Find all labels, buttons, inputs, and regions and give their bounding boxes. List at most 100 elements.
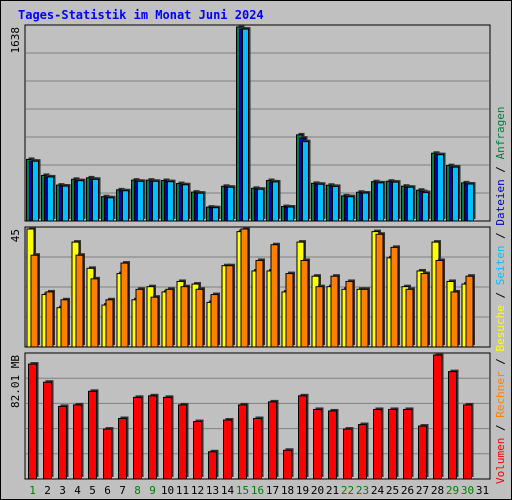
bar-rechner-day-13 [210, 294, 219, 348]
bar-seiten-day-24 [377, 182, 384, 222]
bar-seiten-day-21 [332, 185, 339, 222]
bar-rechner-day-18 [285, 273, 294, 348]
x-tick-label-day-13: 13 [206, 484, 219, 497]
x-tick-label-day-22: 22 [341, 484, 354, 497]
x-tick-label-day-31: 31 [476, 484, 489, 497]
bar-seiten-day-18 [287, 206, 294, 222]
bar-rechner-day-12 [195, 288, 204, 348]
bar-rechner-day-27 [420, 273, 429, 348]
panel-volume: 82.01 MB [9, 352, 491, 480]
x-tick-label-day-11: 11 [176, 484, 189, 497]
panel-hits-ymax-label: 1638 [9, 27, 22, 54]
panel-hits: 1638 [9, 24, 491, 222]
x-tick-label-day-9: 9 [149, 484, 156, 497]
bar-rechner-day-10 [165, 288, 174, 348]
bar-volumen-day-26 [403, 408, 412, 480]
bar-volumen-day-11 [178, 404, 187, 480]
bar-volumen-day-30 [463, 404, 472, 480]
bar-rechner-day-22 [345, 280, 354, 348]
bar-volumen-day-2 [43, 381, 52, 480]
bar-seiten-day-26 [407, 186, 414, 222]
bar-rechner-day-3 [60, 299, 69, 348]
x-tick-label-day-6: 6 [104, 484, 111, 497]
bar-volumen-day-24 [373, 408, 382, 480]
bar-rechner-day-17 [270, 244, 279, 348]
x-tick-label-day-23: 23 [356, 484, 369, 497]
bar-seiten-day-19 [302, 141, 309, 222]
bar-seiten-day-20 [317, 183, 324, 222]
chart-title: Tages-Statistik im Monat Juni 2024 [18, 8, 264, 22]
series-legend-separator: / [494, 352, 507, 372]
bar-volumen-day-29 [448, 371, 457, 480]
x-tick-label-day-10: 10 [161, 484, 174, 497]
bar-rechner-day-2 [45, 291, 54, 348]
bar-seiten-day-17 [272, 181, 279, 222]
bar-volumen-day-14 [223, 419, 232, 480]
bar-volumen-day-15 [238, 404, 247, 480]
bar-rechner-day-23 [360, 288, 369, 348]
x-tick-label-day-24: 24 [371, 484, 385, 497]
x-tick-label-day-12: 12 [191, 484, 204, 497]
bar-seiten-day-25 [392, 181, 399, 222]
bar-volumen-day-27 [418, 425, 427, 480]
bar-rechner-day-28 [435, 259, 444, 348]
x-tick-label-day-8: 8 [134, 484, 141, 497]
bar-volumen-day-3 [58, 405, 67, 480]
bar-volumen-day-16 [253, 418, 262, 480]
bar-volumen-day-18 [283, 449, 292, 480]
chart-panels: 1638 45 82.01 MB [9, 24, 491, 480]
x-tick-label-day-3: 3 [59, 484, 66, 497]
bar-volumen-day-22 [343, 428, 352, 480]
bar-rechner-day-21 [330, 275, 339, 348]
x-tick-label-day-15: 15 [236, 484, 249, 497]
x-tick-label-day-30: 30 [461, 484, 474, 497]
bar-volumen-day-7 [118, 418, 127, 480]
bar-rechner-day-30 [465, 275, 474, 348]
series-legend-entry-rechner: Rechner [494, 371, 507, 418]
bar-seiten-day-10 [167, 181, 174, 222]
bar-seiten-day-28 [437, 154, 444, 222]
x-tick-label-day-1: 1 [29, 484, 36, 497]
bar-seiten-day-29 [452, 166, 459, 222]
series-legend: Volumen / Rechner / Besuche / Seiten / D… [494, 106, 507, 484]
bar-rechner-day-20 [315, 286, 324, 348]
series-legend-entry-anfragen: Anfragen [494, 106, 507, 159]
x-tick-label-day-7: 7 [119, 484, 126, 497]
bar-seiten-day-5 [92, 178, 99, 222]
bar-rechner-day-19 [300, 259, 309, 348]
bar-volumen-day-8 [133, 396, 142, 480]
bar-seiten-day-7 [122, 190, 129, 222]
x-tick-label-day-17: 17 [266, 484, 279, 497]
x-tick-label-day-16: 16 [251, 484, 264, 497]
bar-rechner-day-11 [180, 286, 189, 348]
x-axis-labels: 1 2 3 4 5 6 7 8 9 10 11 12 13 14 15 16 17 18 19 20 21 22 23 24 2… [29, 484, 489, 497]
bar-volumen-day-13 [208, 451, 217, 480]
x-tick-label-day-21: 21 [326, 484, 339, 497]
series-seiten [32, 27, 476, 222]
bar-seiten-day-16 [257, 188, 264, 222]
bar-rechner-day-4 [75, 254, 84, 348]
bar-volumen-day-20 [313, 408, 322, 480]
x-tick-label-day-20: 20 [311, 484, 324, 497]
bar-volumen-day-6 [103, 428, 112, 480]
bar-rechner-day-5 [90, 278, 99, 348]
bar-seiten-day-8 [137, 180, 144, 222]
x-tick-label-day-25: 25 [386, 484, 399, 497]
bar-seiten-day-4 [77, 180, 84, 222]
bar-volumen-day-10 [163, 396, 172, 480]
bar-rechner-day-6 [105, 299, 114, 348]
bar-volumen-day-25 [388, 408, 397, 480]
bar-seiten-day-15 [242, 28, 249, 222]
series-legend-separator: / [494, 418, 507, 438]
series-legend-entry-besuche: Besuche [494, 305, 507, 351]
x-tick-label-day-19: 19 [296, 484, 309, 497]
bar-rechner-day-1 [30, 254, 39, 348]
series-legend-entry-seiten: Seiten [494, 246, 507, 286]
x-tick-label-day-2: 2 [44, 484, 51, 497]
x-tick-label-day-4: 4 [74, 484, 81, 497]
bar-rechner-day-15 [240, 228, 249, 348]
x-tick-label-day-5: 5 [89, 484, 96, 497]
bar-seiten-day-22 [347, 196, 354, 222]
x-tick-label-day-28: 28 [431, 484, 444, 497]
